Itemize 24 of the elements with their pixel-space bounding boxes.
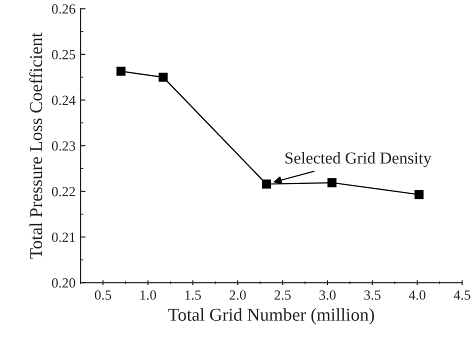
x-tick-label: 4.5: [454, 290, 470, 300]
x-tick-label: 1.0: [140, 290, 156, 300]
y-tick-label: 0.23: [52, 141, 76, 151]
point: [116, 66, 126, 76]
x-tick-label: 2.5: [274, 290, 291, 300]
y-tick-label: 0.22: [52, 186, 75, 196]
point: [327, 178, 336, 188]
annotation: Selected Grid Density: [286, 152, 432, 168]
x-tick-label: 3.5: [364, 290, 381, 300]
x-tick-label: 2.0: [230, 290, 246, 300]
point: [414, 190, 424, 200]
y-tick-label: 0.26: [52, 4, 76, 14]
y-tick-label: 0.21: [52, 232, 75, 242]
x-tick-label: 3.0: [319, 290, 336, 300]
y-tick-label: 0.25: [52, 50, 76, 60]
x-tick-label: 0.5: [94, 290, 112, 300]
point: [158, 72, 168, 82]
y-tick-label: 0.24: [52, 96, 76, 106]
x-axis-title: Total Grid Number (million): [168, 308, 374, 325]
point: [262, 180, 271, 189]
y-axis-title: Total Pressure Loss Coefficient: [29, 32, 42, 259]
y-tick-label: 0.20: [52, 278, 76, 288]
x-tick-label: 4.0: [408, 290, 426, 300]
x-tick-label: 1.5: [185, 290, 201, 300]
